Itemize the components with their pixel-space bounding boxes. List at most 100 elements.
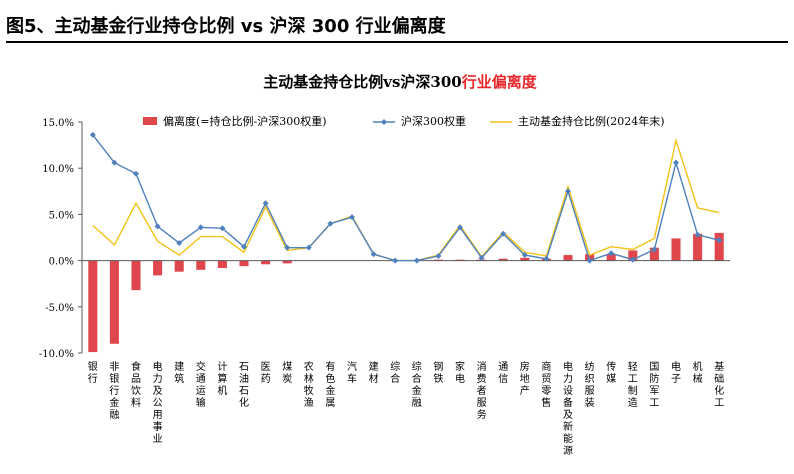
y-tick-label: 15.0% bbox=[42, 118, 74, 129]
deviation-bar bbox=[563, 255, 573, 261]
x-tick-label: 农林牧渔 bbox=[304, 360, 314, 409]
deviation-bar bbox=[196, 260, 206, 270]
x-tick-label: 传媒 bbox=[606, 361, 616, 385]
chart-legend: 偏离度(=持仓比例-沪深300权重) 沪深300权重 主动基金持仓比例(2024年末… bbox=[143, 114, 665, 128]
deviation-bar bbox=[239, 260, 249, 267]
title-divider bbox=[6, 41, 788, 43]
hs300-weight-point bbox=[413, 257, 420, 264]
deviation-bar bbox=[261, 260, 271, 265]
hs300-weight-point bbox=[543, 255, 550, 262]
x-tick-label: 通信 bbox=[498, 361, 508, 385]
hs300-weight-point bbox=[608, 250, 615, 257]
hs300-weight-point bbox=[521, 252, 528, 259]
deviation-bar bbox=[217, 260, 227, 268]
hs300-weight-point bbox=[241, 243, 247, 250]
y-axis: 15.0% 10.0% 5.0% 0.0% -5.0% -10.0% bbox=[39, 118, 83, 360]
deviation-bar bbox=[174, 260, 184, 272]
x-tick-label: 消费者服务 bbox=[477, 360, 487, 421]
y-tick-label: -5.0% bbox=[45, 303, 74, 314]
deviation-bar bbox=[693, 233, 703, 261]
x-tick-label: 电子 bbox=[671, 360, 681, 385]
x-tick-label: 综合金融 bbox=[412, 360, 422, 409]
x-tick-label: 煤炭 bbox=[282, 360, 292, 385]
x-tick-label: 商贸零售 bbox=[541, 360, 551, 409]
deviation-bar bbox=[714, 232, 724, 261]
legend-label: 偏离度(=持仓比例-沪深300权重) bbox=[163, 114, 327, 128]
hs300-weight-point bbox=[478, 254, 485, 261]
hs300-weight-point bbox=[111, 159, 118, 166]
x-tick-label: 机械 bbox=[693, 360, 703, 385]
x-tick-label: 建筑 bbox=[174, 360, 184, 385]
hs300-weight-point bbox=[219, 225, 226, 232]
deviation-bar bbox=[520, 257, 530, 261]
hs300-weight-point bbox=[586, 257, 593, 264]
x-tick-label: 纺织服装 bbox=[585, 360, 595, 409]
deviation-bar bbox=[585, 254, 595, 261]
x-tick-label: 计算机 bbox=[217, 360, 227, 397]
series-lines bbox=[89, 131, 723, 264]
deviation-bar bbox=[88, 260, 98, 353]
hs300-weight-point bbox=[154, 223, 161, 230]
y-tick-label: 5.0% bbox=[49, 210, 74, 221]
hs300-weight-point bbox=[457, 224, 463, 231]
legend-label: 主动基金持仓比例(2024年末) bbox=[518, 114, 665, 128]
deviation-bar bbox=[131, 260, 141, 291]
deviation-bar bbox=[282, 260, 292, 264]
deviation-bar bbox=[498, 258, 508, 261]
active-fund-line bbox=[92, 137, 720, 262]
page-title: 图5、主动基金行业持仓比例 vs 沪深 300 行业偏离度 bbox=[6, 16, 446, 37]
deviation-bar bbox=[649, 247, 659, 261]
x-tick-label: 建材 bbox=[369, 360, 379, 385]
hs300-weight-point bbox=[435, 252, 442, 259]
legend-marker bbox=[381, 119, 387, 125]
hs300-weight-point bbox=[262, 200, 269, 207]
hs300-weight-point bbox=[392, 257, 399, 264]
deviation-bar bbox=[628, 250, 638, 261]
x-tick-label: 轻工制造 bbox=[628, 360, 638, 409]
hs300-weight-point bbox=[89, 131, 96, 138]
deviation-bar bbox=[606, 254, 616, 261]
y-tick-label: -10.0% bbox=[39, 349, 74, 360]
x-tick-label: 综合 bbox=[390, 360, 400, 385]
x-tick-label: 石油石化 bbox=[239, 362, 249, 409]
x-tick-label: 房地产 bbox=[520, 360, 530, 397]
legend-label: 沪深300权重 bbox=[401, 114, 466, 128]
hs300-weight-point bbox=[629, 256, 636, 263]
hs300-weight-point bbox=[370, 251, 377, 258]
hs300-weight-point bbox=[305, 244, 312, 251]
y-tick-label: 10.0% bbox=[42, 164, 74, 175]
deviation-bar bbox=[153, 260, 163, 276]
hs300-weight-point bbox=[349, 214, 355, 221]
x-tick-label: 钢铁 bbox=[433, 360, 443, 385]
deviation-bar bbox=[109, 260, 119, 344]
chart-title: 主动基金持仓比例vs沪深300行业偏离度 bbox=[263, 73, 537, 91]
hs300-weight-point bbox=[197, 224, 204, 231]
x-tick-label: 医药 bbox=[261, 361, 271, 385]
hs300-weight-line bbox=[92, 134, 720, 262]
x-tick-label: 食品饮料 bbox=[131, 360, 141, 409]
hs300-weight-point bbox=[673, 159, 679, 166]
hs300-weight-point bbox=[176, 240, 183, 247]
legend-bar-swatch bbox=[143, 117, 157, 125]
x-tick-label: 银行 bbox=[88, 360, 98, 385]
x-tick-label: 基础化工 bbox=[714, 360, 724, 409]
hs300-weight-point bbox=[716, 237, 723, 244]
x-tick-label: 有色金属 bbox=[325, 360, 335, 409]
hs300-weight-point bbox=[500, 230, 507, 237]
x-tick-label: 汽车 bbox=[347, 360, 357, 385]
hs300-weight-point bbox=[284, 244, 291, 251]
hs300-weight-point bbox=[565, 188, 571, 195]
y-tick-label: 0.0% bbox=[49, 257, 74, 268]
hs300-weight-point bbox=[327, 220, 334, 227]
deviation-bar bbox=[671, 238, 681, 261]
hs300-weight-point bbox=[694, 231, 701, 238]
x-tick-label: 非银行金融 bbox=[109, 361, 119, 421]
deviation-bars bbox=[88, 232, 724, 353]
x-tick-label: 国防军工 bbox=[649, 361, 659, 409]
hs300-weight-point bbox=[651, 246, 658, 253]
x-tick-label: 电力设备及新能源 bbox=[563, 360, 573, 457]
x-tick-label: 电力及公用事业 bbox=[153, 360, 163, 445]
chart-title-main: 主动基金持仓比例vs沪深300 bbox=[263, 73, 461, 91]
